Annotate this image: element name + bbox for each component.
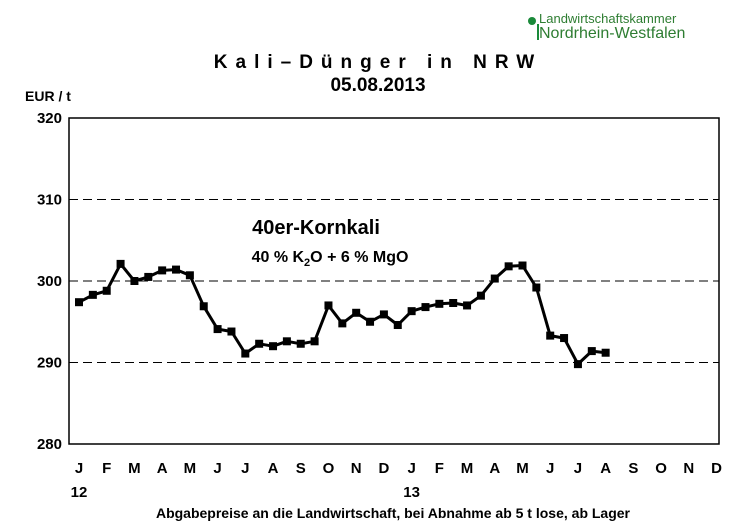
y-tick-label: 320 — [37, 110, 62, 127]
data-point — [199, 302, 208, 311]
data-point — [352, 308, 361, 317]
data-point — [435, 299, 444, 308]
y-tick-labels: 280 290 300 310 320 — [37, 110, 62, 453]
data-point — [75, 298, 83, 307]
series-line — [78, 262, 606, 366]
data-point — [532, 283, 541, 292]
month-label: A — [600, 460, 611, 477]
data-point — [463, 301, 472, 310]
month-label: A — [489, 460, 500, 477]
data-point — [338, 319, 347, 328]
data-point — [241, 349, 250, 358]
logo-bar-icon — [537, 24, 539, 40]
month-label: A — [157, 460, 168, 477]
data-point — [269, 342, 278, 351]
data-point — [476, 291, 485, 300]
data-point — [379, 310, 388, 319]
data-point — [393, 321, 402, 330]
y-tick-label: 310 — [37, 192, 62, 209]
month-label: M — [128, 460, 141, 477]
month-label: J — [546, 460, 554, 477]
year-label: 13 — [403, 484, 420, 501]
data-point — [102, 286, 111, 295]
data-point — [587, 347, 596, 356]
logo-line2: Nordrhein-Westfalen — [539, 25, 686, 42]
data-point — [490, 274, 499, 283]
month-label: J — [213, 460, 221, 477]
product-label: 40er-Kornkali — [252, 217, 380, 239]
month-label: J — [241, 460, 249, 477]
month-label: S — [296, 460, 306, 477]
data-point — [130, 277, 139, 285]
grid-lines — [69, 199, 719, 363]
data-point — [324, 301, 333, 310]
logo-dot-icon — [528, 17, 536, 25]
y-tick-label: 290 — [37, 355, 62, 372]
x-tick-labels: J F M A M J J A S O N D J F M A M J J A S O N D12 13 — [71, 460, 722, 501]
x-axis-label: Abgabepreise an die Landwirtschaft, bei … — [156, 505, 631, 521]
month-label: M — [516, 460, 529, 477]
y-axis-label: EUR / t — [25, 88, 71, 104]
composition-label: 40 % K2O + 6 % MgO — [252, 249, 409, 269]
month-label: N — [683, 460, 694, 477]
month-label: A — [268, 460, 279, 477]
data-point — [144, 272, 153, 281]
data-point — [172, 265, 181, 274]
month-label: J — [75, 460, 83, 477]
month-label: S — [628, 460, 638, 477]
chart-title: Kali–Dünger in NRW — [214, 52, 542, 73]
data-point — [573, 360, 582, 369]
plot-frame — [68, 117, 720, 445]
data-point — [449, 299, 458, 308]
month-label: O — [323, 460, 335, 477]
data-point — [518, 261, 527, 270]
data-point — [282, 337, 291, 346]
data-point — [421, 303, 430, 312]
data-point — [546, 331, 555, 340]
chart-subtitle: 05.08.2013 — [330, 75, 425, 96]
data-point — [227, 327, 236, 336]
year-label: 12 — [71, 484, 88, 501]
data-point — [560, 334, 569, 343]
y-tick-label: 280 — [37, 436, 62, 453]
month-label: M — [461, 460, 474, 477]
month-label: D — [378, 460, 389, 477]
month-label: F — [102, 460, 111, 477]
data-point — [310, 337, 319, 346]
data-point — [185, 271, 194, 280]
data-point — [504, 262, 513, 271]
composition-part1: 40 % K — [252, 249, 305, 266]
logo-line1: Landwirtschaftskammer — [539, 11, 677, 26]
month-label: D — [711, 460, 722, 477]
data-point — [88, 290, 97, 299]
data-point — [296, 339, 305, 348]
data-point — [213, 325, 222, 334]
data-point — [366, 317, 375, 326]
composition-subscript: 2 — [304, 257, 310, 269]
month-label: O — [655, 460, 667, 477]
composition-part2: O + 6 % MgO — [310, 249, 408, 266]
month-label: F — [435, 460, 444, 477]
data-point — [255, 339, 264, 348]
data-point — [407, 307, 416, 316]
data-point — [158, 266, 167, 275]
data-point — [116, 259, 125, 268]
series-kornkali — [75, 259, 610, 369]
chamber-logo: Landwirtschaftskammer Nordrhein-Westfale… — [525, 10, 750, 44]
y-tick-label: 300 — [37, 273, 62, 290]
month-label: J — [574, 460, 582, 477]
data-point — [601, 348, 610, 357]
month-label: N — [351, 460, 362, 477]
month-label: M — [184, 460, 197, 477]
month-label: J — [407, 460, 415, 477]
